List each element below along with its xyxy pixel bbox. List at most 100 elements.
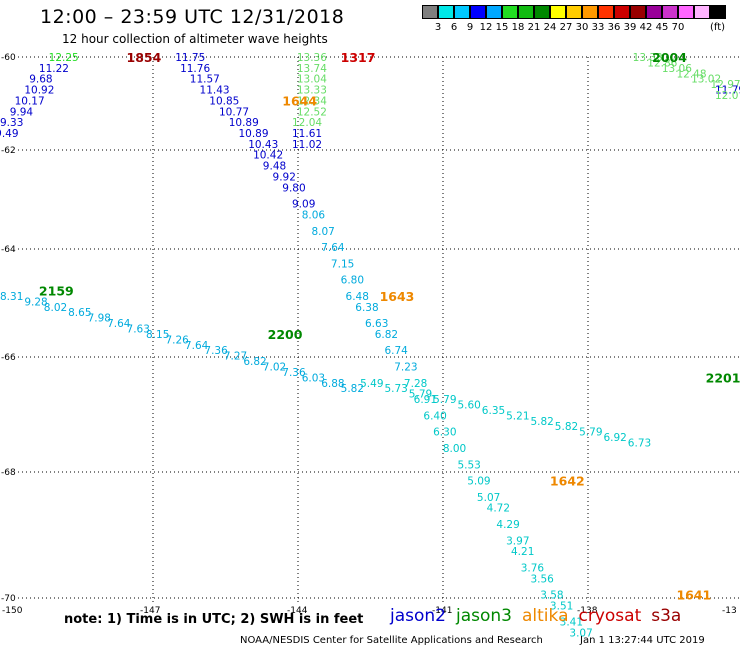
wave-height-value: 12.97 — [711, 79, 740, 91]
colorbar-swatch — [678, 5, 694, 19]
legend-entry-jason2: jason2 — [390, 606, 446, 626]
longitude-label: -147 — [140, 606, 160, 616]
wave-height-value: 11.57 — [190, 74, 220, 86]
wave-height-value: 7.64 — [107, 318, 131, 330]
longitude-label: -141 — [432, 606, 452, 616]
wave-height-value: 5.49 — [360, 378, 383, 390]
longitude-label: -144 — [287, 606, 308, 616]
legend-entry-s3a: s3a — [651, 606, 682, 626]
wave-height-value: 6.38 — [355, 302, 378, 314]
wave-height-value: 7.36 — [282, 367, 306, 379]
wave-height-value: 5.60 — [457, 400, 480, 412]
wave-height-value: 7.02 — [263, 362, 286, 374]
wave-height-value: 11.75 — [175, 52, 205, 64]
wave-height-value: 13.04 — [297, 74, 327, 86]
wave-height-value: 5.79 — [433, 394, 456, 406]
wave-height-value: 7.28 — [404, 378, 427, 390]
colorbar-label: 15 — [495, 22, 509, 33]
legend-entry-jason3: jason3 — [456, 606, 512, 626]
wave-height-value: 7.64 — [185, 340, 209, 352]
pass-time-label: 1642 — [550, 474, 585, 489]
wave-height-value: 10.89 — [229, 117, 259, 129]
wave-height-value: 9.49 — [0, 128, 19, 140]
colorbar-swatch — [710, 5, 726, 19]
wave-height-value: 13.36 — [297, 52, 327, 64]
wave-height-value: 7.26 — [165, 334, 189, 346]
wave-height-value: 6.30 — [433, 427, 456, 439]
wave-height-value: 8.31 — [0, 291, 23, 303]
pass-time-label: 2201 — [706, 370, 740, 385]
wave-height-value: 10.43 — [248, 139, 278, 151]
wave-height-value: 6.40 — [423, 410, 446, 422]
wave-height-value: 8.65 — [68, 307, 91, 319]
wave-height-value: 5.82 — [530, 416, 553, 428]
wave-height-value: 10.42 — [253, 150, 283, 162]
wave-height-value: 6.82 — [375, 329, 398, 341]
colorbar-swatch — [614, 5, 630, 19]
wave-height-value: 3.76 — [521, 562, 545, 574]
latitude-label: -70 — [1, 594, 16, 604]
wave-height-value: 3.51 — [550, 600, 573, 612]
wave-height-value: 7.64 — [321, 242, 345, 254]
colorbar-swatch — [662, 5, 678, 19]
wave-height-value: 6.74 — [384, 345, 408, 357]
wave-height-value: 11.02 — [292, 139, 322, 151]
wave-height-value: 13.06 — [662, 63, 692, 75]
wave-height-value: 7.15 — [331, 258, 354, 270]
wave-height-value: 10.77 — [219, 106, 249, 118]
pass-time-label: 2159 — [39, 283, 74, 298]
legend-entry-cryosat: cryosat — [578, 606, 642, 626]
wave-height-value: 3.97 — [506, 535, 529, 547]
wave-height-value: 5.79 — [409, 389, 432, 401]
longitude-label: -150 — [2, 606, 23, 616]
axis-labels: -60 -62 -64 -66 -68 -70 -150 -147 -144 -141 -138 -1… — [1, 53, 737, 616]
pass-time-label: 1644 — [282, 93, 317, 108]
pass-time-label: 1317 — [341, 50, 376, 65]
colorbar-label: 70 — [671, 22, 685, 33]
wave-height-value: 5.21 — [506, 410, 529, 422]
wave-height-value: 11.79 — [715, 85, 740, 97]
longitude-label: -138 — [577, 606, 598, 616]
colorbar-label: 24 — [543, 22, 557, 33]
colorbar-swatch — [438, 5, 454, 19]
wave-height-value: 11.43 — [200, 85, 230, 97]
colorbar-swatch — [566, 5, 582, 19]
wave-height-value: 10.17 — [15, 95, 45, 107]
legend-entry-altika: altika — [522, 606, 569, 626]
wave-height-value: 6.73 — [628, 438, 651, 450]
wave-height-value: 5.09 — [467, 476, 490, 488]
wave-height-value: 4.29 — [496, 519, 519, 531]
wave-height-value: 3.07 — [569, 628, 592, 640]
wave-height-value: 13.33 — [633, 52, 663, 64]
wave-height-value: 12.0 — [715, 90, 738, 102]
colorbar-label: 33 — [591, 22, 605, 33]
pass-time-label: 1854 — [127, 50, 162, 65]
latitude-label: -60 — [1, 53, 16, 63]
wave-height-value: 13.74 — [297, 63, 327, 75]
pass-time-label: 1643 — [380, 289, 415, 304]
wave-height-value: 5.07 — [477, 492, 500, 504]
colorbar-label: 27 — [559, 22, 573, 33]
wave-height-value: 6.92 — [603, 432, 626, 444]
wave-height-value: 9.80 — [282, 182, 305, 194]
wave-height-value: 8.06 — [302, 209, 326, 221]
latitude-label: -64 — [1, 245, 16, 255]
colorbar-swatch — [646, 5, 662, 19]
pass-time-label: 1641 — [676, 588, 711, 603]
wave-height-value: 7.27 — [224, 351, 247, 363]
wave-height-value: 11.76 — [180, 63, 210, 75]
wave-height-value: 3.56 — [530, 573, 554, 585]
wave-height-value: 10.89 — [238, 128, 268, 140]
longitude-label: -13 — [722, 606, 737, 616]
wave-height-value: 5.73 — [384, 383, 407, 395]
wave-height-value: 3.58 — [540, 590, 563, 602]
wave-height-value: 5.53 — [457, 459, 480, 471]
wave-height-value: 5.82 — [341, 383, 364, 395]
colorbar-swatch — [502, 5, 518, 19]
colorbar-swatch — [486, 5, 502, 19]
colorbar-swatch — [422, 5, 438, 19]
colorbar-swatch — [582, 5, 598, 19]
colorbar-label: 45 — [655, 22, 669, 33]
wave-height-value: 13.33 — [297, 85, 327, 97]
